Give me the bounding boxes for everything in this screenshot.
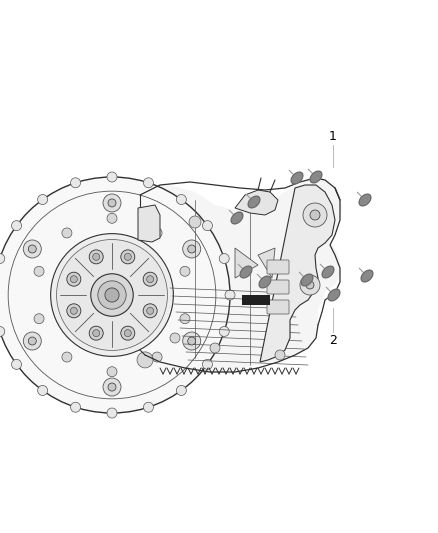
Polygon shape: [291, 172, 303, 184]
Circle shape: [143, 272, 157, 286]
Circle shape: [219, 327, 229, 336]
Circle shape: [183, 332, 201, 350]
Circle shape: [89, 250, 103, 264]
Circle shape: [137, 352, 153, 368]
Circle shape: [147, 308, 154, 314]
Circle shape: [219, 254, 229, 263]
Circle shape: [124, 253, 131, 260]
Circle shape: [57, 239, 167, 351]
Circle shape: [121, 326, 135, 340]
Circle shape: [310, 210, 320, 220]
Bar: [242, 295, 270, 305]
Polygon shape: [235, 248, 258, 278]
Circle shape: [275, 350, 285, 360]
Circle shape: [124, 329, 131, 337]
Circle shape: [71, 178, 81, 188]
Circle shape: [152, 352, 162, 362]
Circle shape: [152, 228, 162, 238]
Circle shape: [188, 245, 196, 253]
Circle shape: [34, 266, 44, 276]
Circle shape: [91, 274, 133, 316]
Circle shape: [210, 343, 220, 353]
Circle shape: [89, 326, 103, 340]
Polygon shape: [361, 270, 373, 282]
Circle shape: [23, 332, 41, 350]
Circle shape: [107, 213, 117, 223]
Circle shape: [143, 304, 157, 318]
Circle shape: [202, 359, 212, 369]
Circle shape: [62, 352, 72, 362]
Circle shape: [108, 199, 116, 207]
Circle shape: [170, 333, 180, 343]
Circle shape: [306, 281, 314, 289]
Circle shape: [180, 266, 190, 276]
Polygon shape: [258, 248, 275, 278]
Circle shape: [71, 276, 78, 282]
Circle shape: [38, 195, 48, 205]
Polygon shape: [259, 276, 271, 288]
FancyBboxPatch shape: [267, 300, 289, 314]
Circle shape: [103, 378, 121, 396]
Text: 2: 2: [329, 334, 337, 346]
Circle shape: [62, 228, 72, 238]
Circle shape: [34, 314, 44, 324]
Polygon shape: [138, 205, 160, 242]
Circle shape: [23, 240, 41, 258]
Polygon shape: [248, 196, 260, 208]
Polygon shape: [322, 266, 334, 278]
Circle shape: [108, 383, 116, 391]
Circle shape: [38, 385, 48, 395]
Circle shape: [147, 276, 154, 282]
Circle shape: [121, 250, 135, 264]
Polygon shape: [310, 171, 322, 183]
Circle shape: [225, 290, 235, 300]
Circle shape: [51, 233, 173, 357]
Circle shape: [11, 221, 21, 231]
Circle shape: [107, 408, 117, 418]
Circle shape: [144, 402, 153, 412]
Text: 1: 1: [329, 131, 337, 143]
Circle shape: [300, 275, 320, 295]
Circle shape: [93, 253, 100, 260]
Circle shape: [144, 178, 153, 188]
Circle shape: [67, 272, 81, 286]
Circle shape: [71, 308, 78, 314]
Circle shape: [28, 245, 36, 253]
Circle shape: [103, 194, 121, 212]
Circle shape: [105, 288, 119, 302]
Polygon shape: [28, 175, 342, 373]
Circle shape: [180, 314, 190, 324]
Circle shape: [0, 327, 5, 336]
Circle shape: [0, 254, 5, 263]
Circle shape: [98, 281, 126, 309]
Circle shape: [177, 385, 186, 395]
Circle shape: [93, 329, 100, 337]
Circle shape: [202, 221, 212, 231]
Polygon shape: [231, 212, 243, 224]
Circle shape: [0, 177, 230, 413]
Circle shape: [67, 304, 81, 318]
FancyBboxPatch shape: [267, 280, 289, 294]
Polygon shape: [328, 289, 340, 301]
Circle shape: [28, 337, 36, 345]
Circle shape: [303, 203, 327, 227]
Circle shape: [189, 216, 201, 228]
FancyBboxPatch shape: [267, 260, 289, 274]
Polygon shape: [301, 274, 313, 286]
Polygon shape: [359, 194, 371, 206]
Polygon shape: [240, 266, 252, 278]
Circle shape: [107, 367, 117, 377]
Circle shape: [183, 240, 201, 258]
Circle shape: [71, 402, 81, 412]
Polygon shape: [235, 190, 278, 215]
Circle shape: [177, 195, 186, 205]
Circle shape: [11, 359, 21, 369]
Circle shape: [188, 337, 196, 345]
Polygon shape: [260, 185, 335, 362]
Circle shape: [107, 172, 117, 182]
